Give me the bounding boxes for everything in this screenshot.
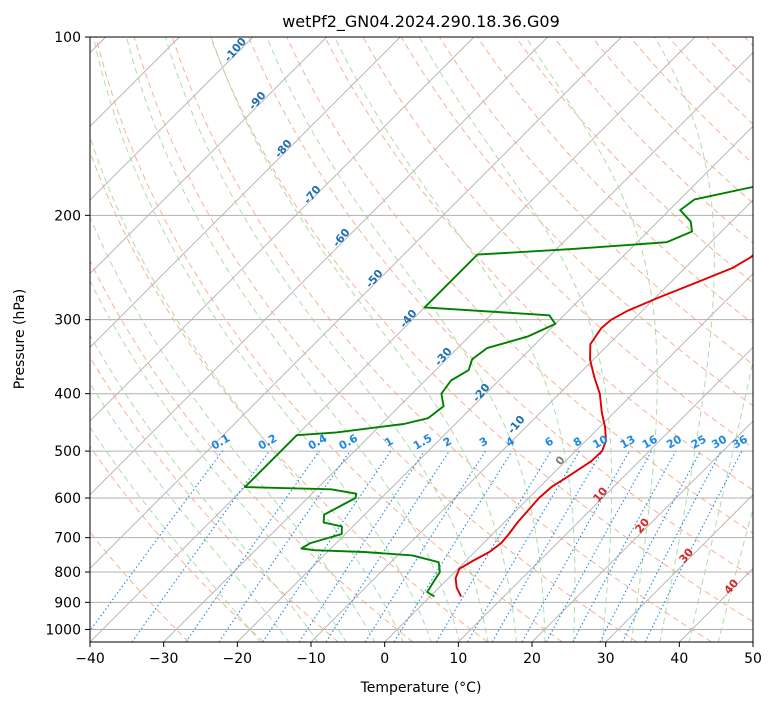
x-tick-label: 40 <box>670 651 688 667</box>
moist-adiabat-line <box>418 37 613 642</box>
isotherm-line <box>90 37 622 569</box>
mixing-ratio-line <box>393 450 513 642</box>
mixing-ratio-line <box>545 450 653 642</box>
moist-adiabat-line <box>210 37 517 642</box>
moist-adiabat-line <box>334 37 576 642</box>
moist-adiabat-line <box>266 37 546 642</box>
moist-adiabat-line <box>654 37 715 642</box>
dry-adiabat-line <box>90 445 264 642</box>
mixing-ratio-line <box>185 450 320 642</box>
moist-adiabat-line <box>90 382 290 642</box>
x-tick-label: 20 <box>523 651 541 667</box>
temperature-line <box>454 253 753 598</box>
chart-title: wetPf2_GN04.2024.290.18.36.G09 <box>282 12 560 32</box>
isotherm-line <box>90 37 254 201</box>
dry-adiabat-line <box>629 37 753 165</box>
x-tick-label: −40 <box>75 651 105 667</box>
isotherm-line <box>90 37 475 422</box>
dry-adiabat-line <box>95 37 563 642</box>
y-tick-label: 1000 <box>45 622 81 638</box>
mixing-ratio-line <box>90 450 223 632</box>
y-tick-label: 400 <box>54 387 81 403</box>
series-layer <box>243 185 753 598</box>
isotherm-line <box>605 494 753 642</box>
isotherm-line <box>384 273 753 642</box>
dry-adiabat-line <box>133 37 638 642</box>
x-tick-label: −20 <box>223 651 253 667</box>
x-tick-label: 50 <box>744 651 762 667</box>
x-tick-label: −30 <box>149 651 179 667</box>
mixing-ratio-line <box>131 450 270 642</box>
dry-adiabat-line <box>515 37 753 284</box>
moist-adiabat-line <box>126 37 461 642</box>
isotherm-line <box>90 37 327 275</box>
x-tick-label: 30 <box>597 651 615 667</box>
y-tick-label: 100 <box>54 30 81 46</box>
dry-adiabat-line <box>171 37 712 642</box>
tick-layer: −40 −30 −20 −10 0 10 20 30 40 50 100 200 300 400 500 60… <box>45 30 762 667</box>
isotherm-line <box>458 346 753 642</box>
isotherm-line <box>237 125 753 642</box>
isotherm-line <box>163 52 753 642</box>
y-tick-label: 700 <box>54 531 81 547</box>
isotherm-line <box>90 37 401 348</box>
mixing-ratio-line <box>218 450 351 642</box>
moist-adiabat-line <box>164 37 489 642</box>
x-tick-label: −10 <box>296 651 326 667</box>
dry-adiabat-line <box>400 37 753 407</box>
isotherm-line <box>90 37 696 642</box>
dry-adiabat-line <box>90 259 414 642</box>
mixing-ratio-line <box>521 450 630 642</box>
x-axis-label: Temperature (°C) <box>360 680 482 696</box>
y-axis-label: Pressure (hPa) <box>12 289 28 389</box>
dry-adiabat-line <box>248 37 753 578</box>
dry-adiabat-line <box>591 37 753 204</box>
mixing-ratio-line <box>644 450 743 642</box>
dry-adiabat-line <box>362 37 753 449</box>
dry-adiabat-line <box>477 37 753 325</box>
mixing-ratio-line <box>325 450 450 642</box>
moist-adiabat-line <box>92 37 432 642</box>
moist-adiabat-line <box>90 426 261 642</box>
moist-adiabat-line <box>90 334 319 642</box>
moist-adiabat-line <box>688 358 753 642</box>
plot-frame <box>89 36 754 643</box>
y-tick-label: 800 <box>54 565 81 581</box>
mixing-ratio-line <box>262 450 392 642</box>
isotherm-line <box>90 37 548 496</box>
y-tick-label: 900 <box>54 595 81 611</box>
x-tick-label: 10 <box>449 651 467 667</box>
y-tick-label: 600 <box>54 491 81 507</box>
dry-adiabat-line <box>210 37 753 623</box>
moist-adiabat-line <box>525 37 658 642</box>
y-tick-label: 500 <box>54 444 81 460</box>
dewpoint-line <box>243 185 753 598</box>
y-tick-label: 300 <box>54 313 81 329</box>
y-tick-label: 200 <box>54 208 81 224</box>
x-tick-label: 0 <box>380 651 389 667</box>
dry-adiabat-line <box>324 37 753 491</box>
isotherm-line <box>531 420 753 642</box>
moist-adiabat-line <box>717 506 753 642</box>
grid-layer <box>90 37 753 642</box>
mixing-ratio-line <box>298 450 425 642</box>
mixing-ratio-line <box>572 450 677 642</box>
